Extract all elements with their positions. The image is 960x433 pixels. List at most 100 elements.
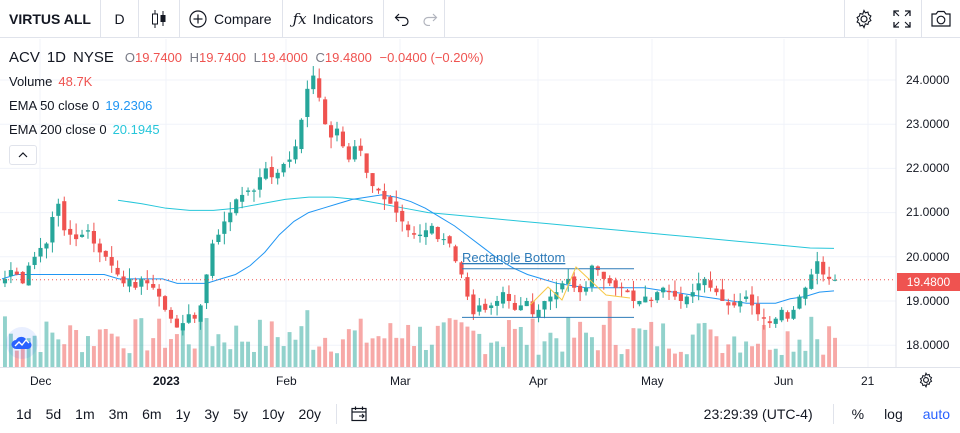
range-10y-button[interactable]: 10y (261, 405, 285, 422)
volume-bar (489, 342, 494, 367)
symbol-search-button[interactable]: VIRTUS ALL (9, 10, 91, 27)
gear-icon (856, 9, 872, 29)
range-5y-button[interactable]: 5y (233, 405, 248, 422)
snapshot-button[interactable] (922, 0, 960, 38)
volume-bar (809, 316, 814, 367)
candle-body (666, 290, 672, 293)
chevron-up-icon (18, 152, 28, 158)
legend-collapse-button[interactable] (9, 145, 37, 165)
range-1m-button[interactable]: 1m (75, 405, 95, 422)
volume-bar (311, 349, 316, 367)
volume-bar (572, 337, 577, 367)
bottom-right-group: 23:29:39 (UTC-4) % log auto (704, 394, 960, 433)
toolbar-divider (138, 0, 139, 38)
tradingview-logo[interactable] (6, 327, 38, 359)
candle-body (174, 318, 179, 328)
volume-bar (548, 332, 553, 367)
time-tick-label: Feb (276, 374, 297, 388)
candle-body (803, 287, 808, 299)
indicators-button[interactable]: ƒx Indicators (283, 0, 384, 38)
candle-body (56, 203, 61, 216)
legend-volume-row[interactable]: Volume 48.7K (9, 70, 488, 94)
undo-button[interactable] (388, 0, 416, 38)
candle-body (815, 261, 820, 274)
interval-button[interactable]: D (114, 10, 125, 27)
candle-body (566, 278, 571, 285)
price-chart[interactable]: Rectangle Bottom (0, 39, 960, 367)
candle-body (726, 302, 731, 306)
volume-bar (661, 323, 666, 367)
range-20y-button[interactable]: 20y (298, 405, 322, 422)
candle-body (44, 243, 49, 249)
log-scale-button[interactable]: log (884, 405, 903, 422)
candle-body (637, 301, 642, 305)
volume-bar (8, 333, 13, 367)
cloud-chart-icon (11, 336, 32, 349)
volume-bar (127, 353, 132, 367)
range-5d-button[interactable]: 5d (45, 405, 62, 422)
volume-bar (435, 325, 440, 367)
candle-body (649, 299, 654, 301)
volume-bar (340, 339, 345, 367)
volume-bar (684, 354, 689, 367)
candle-body (406, 224, 411, 231)
fullscreen-button[interactable] (883, 0, 921, 38)
candle-body (536, 309, 541, 318)
percent-scale-button[interactable]: % (851, 405, 865, 422)
candle-body (97, 243, 102, 253)
volume-bar (370, 338, 375, 367)
candle-body (26, 265, 31, 286)
range-1d-button[interactable]: 1d (16, 405, 32, 422)
candle-body (678, 294, 683, 301)
time-tick-label: Mar (390, 374, 411, 388)
range-1y-button[interactable]: 1y (175, 405, 191, 422)
candle-body (500, 292, 506, 304)
indicators-label: Indicators (312, 10, 374, 27)
candle-body (785, 312, 790, 319)
volume-bar (234, 325, 239, 367)
legend-ema200-row[interactable]: EMA 200 close 0 20.1945 (9, 118, 488, 142)
chart-pane[interactable]: Rectangle Bottom (0, 39, 960, 367)
volume-bar (542, 341, 547, 367)
settings-button[interactable] (845, 0, 883, 38)
compare-button[interactable]: Compare (180, 0, 282, 38)
candle-body (20, 271, 25, 284)
auto-scale-button[interactable]: auto (922, 405, 950, 422)
price-tick-label: 23.0000 (906, 117, 950, 131)
goto-date-button[interactable] (345, 406, 375, 422)
volume-bar (91, 346, 96, 367)
time-axis[interactable]: Dec 2023 Feb Mar Apr May Jun 21 (0, 367, 960, 394)
candle-body (530, 301, 535, 315)
candle-body (180, 323, 185, 331)
redo-button[interactable] (416, 0, 444, 38)
candle-body (702, 278, 707, 286)
volume-bar (589, 337, 594, 367)
volume-bar (495, 341, 500, 367)
volume-bar (560, 351, 565, 367)
candle-body (263, 168, 268, 179)
candle-body (613, 280, 618, 288)
volume-bar (637, 328, 642, 367)
volume-bar (708, 329, 713, 367)
volume-bar (773, 348, 778, 367)
range-3y-button[interactable]: 3y (204, 405, 220, 422)
volume-bar (74, 330, 79, 367)
candle-body (145, 280, 150, 284)
volume-bar (157, 318, 162, 367)
legend-ema50-row[interactable]: EMA 50 close 0 19.2306 (9, 94, 488, 118)
candle-body (358, 145, 363, 151)
range-6m-button[interactable]: 6m (142, 405, 162, 422)
volume-bar (32, 335, 37, 367)
axis-settings-button[interactable] (918, 371, 934, 393)
volume-bar (252, 351, 256, 367)
timezone-clock[interactable]: 23:29:39 (UTC-4) (703, 405, 813, 422)
candles-icon (152, 9, 166, 28)
candle-body (821, 261, 826, 275)
chart-type-button[interactable] (139, 0, 179, 38)
range-3m-button[interactable]: 3m (108, 405, 129, 422)
volume-bar (803, 350, 808, 367)
volume-bar (720, 353, 725, 367)
candle-body (749, 294, 755, 306)
volume-bar (299, 326, 304, 367)
volume-bar (554, 338, 559, 367)
